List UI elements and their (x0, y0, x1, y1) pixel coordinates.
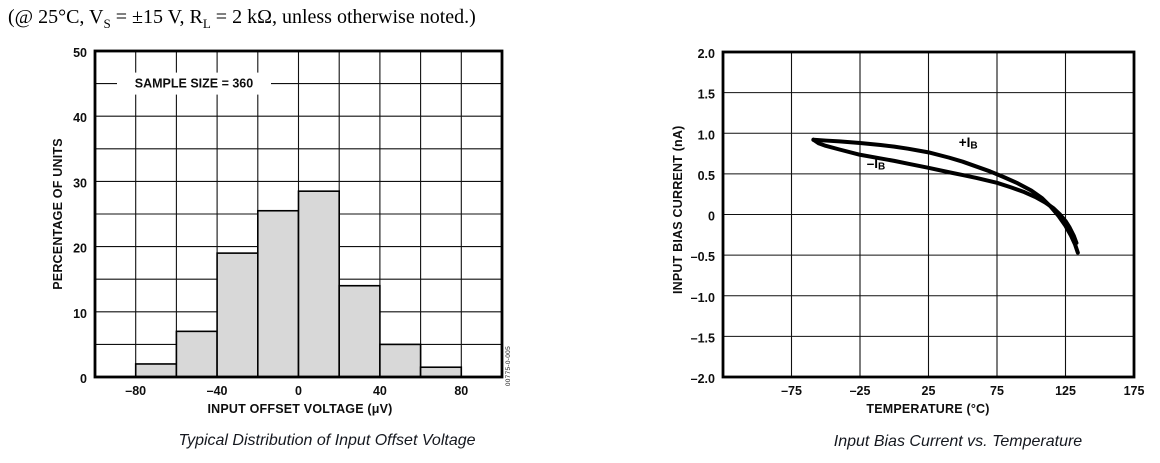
figure-number-watermark: 00775-0-005 (505, 346, 512, 387)
histogram-bar (379, 343, 422, 378)
test-conditions-header: (@ 25°C, VS = ±15 V, RL = 2 kΩ, unless o… (8, 6, 476, 32)
plot-frame (721, 50, 1136, 379)
histogram-bar (338, 284, 381, 378)
y-tick-label: 50 (73, 46, 87, 60)
curve-minus-ib (811, 137, 1079, 245)
y-tick-label: 0 (80, 372, 87, 386)
header-text: (@ 25°C, V (8, 6, 104, 28)
y-tick-label: –1.0 (691, 291, 715, 305)
x-tick-label: –80 (125, 384, 146, 398)
right-chart-caption: Input Bias Current vs. Temperature (833, 433, 1083, 450)
curve-plus-ib (811, 137, 1080, 255)
curve-label-minus-ib: –IB (867, 155, 886, 172)
x-tick-label: 0 (295, 384, 302, 398)
y-tick-label: 0.5 (698, 169, 715, 183)
y-tick-label: 20 (73, 242, 87, 256)
histogram-bar (134, 363, 178, 378)
y-tick-label: 1.5 (698, 88, 715, 102)
right-y-axis-title: INPUT BIAS CURRENT (nA) (671, 125, 685, 294)
curve-label-plus-ib: +IB (959, 135, 978, 152)
left-y-axis-title: PERCENTAGE OF UNITS (51, 138, 65, 290)
y-tick-label: 10 (73, 307, 87, 321)
histogram-bar (256, 209, 300, 378)
y-tick-label: –2.0 (691, 372, 715, 386)
x-tick-label: 25 (922, 384, 936, 398)
plot-frame (93, 49, 504, 379)
y-tick-label: 30 (73, 176, 87, 190)
y-tick-label: 0 (708, 210, 715, 224)
header-subscript: L (202, 16, 211, 31)
x-tick-label: 75 (990, 384, 1004, 398)
header-subscript: S (103, 16, 111, 31)
right-x-axis-title: TEMPERATURE (°C) (866, 402, 990, 416)
histogram-bar (216, 252, 259, 378)
x-tick-label: 80 (454, 384, 468, 398)
x-tick-label: 175 (1124, 384, 1145, 398)
header-text: = ±15 V, R (110, 6, 203, 28)
left-chart-caption: Typical Distribution of Input Offset Vol… (178, 432, 476, 449)
x-tick-label: 40 (373, 384, 387, 398)
x-tick-label: –75 (781, 384, 802, 398)
left-x-axis-title: INPUT OFFSET VOLTAGE (μV) (207, 402, 393, 416)
y-tick-label: 2.0 (698, 47, 715, 61)
y-tick-label: –1.5 (691, 331, 715, 345)
y-tick-label: 40 (73, 111, 87, 125)
x-tick-label: 125 (1055, 384, 1076, 398)
y-tick-label: –0.5 (691, 250, 715, 264)
x-tick-label: –40 (207, 384, 228, 398)
x-tick-label: –25 (850, 384, 871, 398)
y-tick-label: 1.0 (698, 128, 715, 142)
annotation-mask (117, 72, 271, 95)
header-text: = 2 kΩ, unless otherwise noted.) (210, 6, 476, 28)
histogram-bar (175, 330, 218, 378)
sample-size-annotation: SAMPLE SIZE = 360 (135, 77, 253, 91)
histogram-bar (419, 366, 463, 378)
histogram-bar (297, 190, 341, 378)
